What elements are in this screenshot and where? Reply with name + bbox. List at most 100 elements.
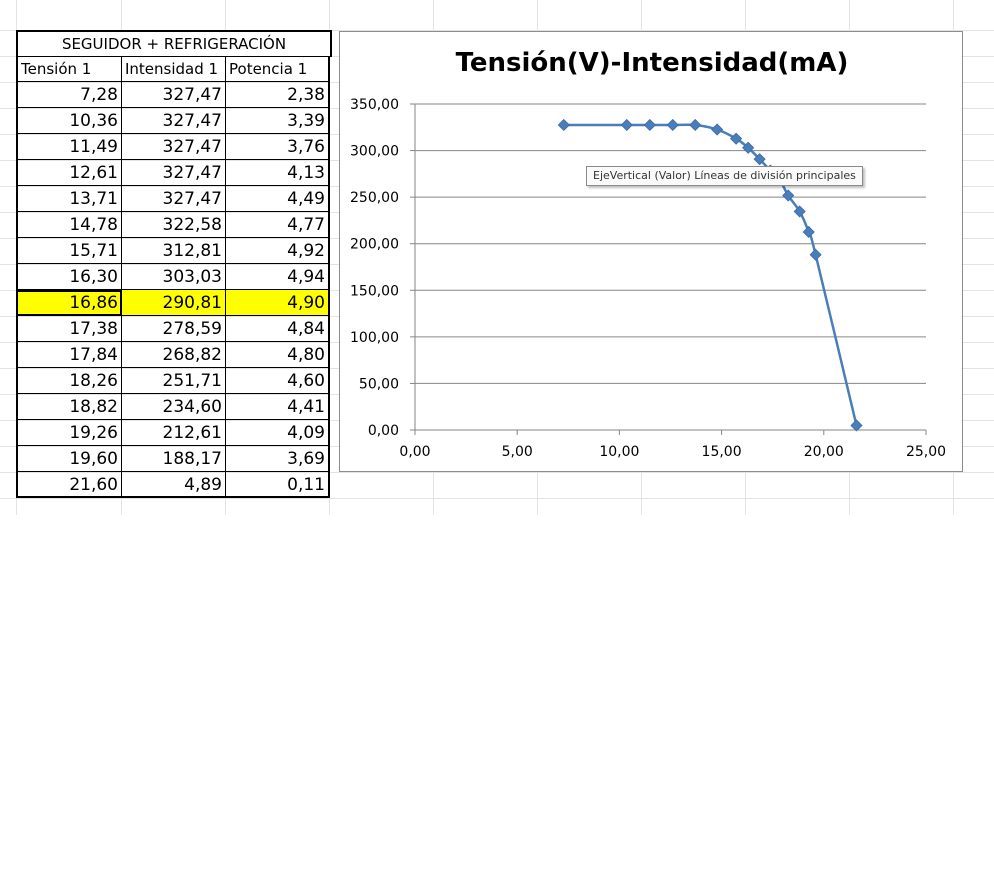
potencia-cell[interactable]: 4,92 — [226, 238, 330, 264]
y-tick-label: 250,00 — [350, 190, 399, 206]
data-point — [742, 141, 755, 154]
tension-cell[interactable]: 14,78 — [16, 212, 122, 238]
intensidad-cell[interactable]: 327,47 — [122, 134, 226, 160]
intensidad-cell[interactable]: 322,58 — [122, 212, 226, 238]
header-cell-intensidad[interactable]: Intensidad 1 — [122, 56, 226, 82]
header-cell-tension[interactable]: Tensión 1 — [16, 56, 122, 82]
potencia-cell[interactable]: 2,38 — [226, 82, 330, 108]
table-row: 16,30 303,03 4,94 — [16, 264, 330, 290]
y-tick-label: 100,00 — [350, 330, 399, 346]
x-tick-label: 10,00 — [599, 444, 639, 460]
x-tick-label: 5,00 — [502, 444, 533, 460]
table-row: 15,71 312,81 4,92 — [16, 238, 330, 264]
tension-cell[interactable]: 17,84 — [16, 342, 122, 368]
intensidad-cell[interactable]: 312,81 — [122, 238, 226, 264]
intensidad-cell[interactable]: 4,89 — [122, 472, 226, 498]
potencia-cell[interactable]: 4,84 — [226, 316, 330, 342]
tension-cell[interactable]: 16,30 — [16, 264, 122, 290]
intensidad-cell[interactable]: 303,03 — [122, 264, 226, 290]
intensidad-cell[interactable]: 327,47 — [122, 82, 226, 108]
y-tick-label: 300,00 — [350, 144, 399, 160]
potencia-cell[interactable]: 4,77 — [226, 212, 330, 238]
x-tick-label: 20,00 — [804, 444, 844, 460]
chart-tooltip: EjeVertical (Valor) Líneas de división p… — [586, 166, 863, 186]
intensidad-cell[interactable]: 327,47 — [122, 108, 226, 134]
data-point — [782, 189, 795, 202]
intensidad-cell[interactable]: 251,71 — [122, 368, 226, 394]
y-tick-label: 200,00 — [350, 237, 399, 253]
intensidad-cell[interactable]: 327,47 — [122, 186, 226, 212]
potencia-cell[interactable]: 3,39 — [226, 108, 330, 134]
potencia-cell[interactable]: 4,94 — [226, 264, 330, 290]
table-header-row: Tensión 1 Intensidad 1 Potencia 1 — [16, 56, 330, 82]
chart-title[interactable]: Tensión(V)-Intensidad(mA) — [455, 48, 849, 78]
data-point — [809, 248, 822, 261]
sheet-row-line — [0, 498, 994, 499]
potencia-cell[interactable]: 4,09 — [226, 420, 330, 446]
data-point — [643, 118, 656, 132]
x-tick-label: 0,00 — [399, 444, 430, 460]
y-tick-label: 0,00 — [368, 423, 399, 439]
table-row: 17,84 268,82 4,80 — [16, 342, 330, 368]
intensidad-cell[interactable]: 278,59 — [122, 316, 226, 342]
potencia-cell[interactable]: 4,60 — [226, 368, 330, 394]
potencia-cell[interactable]: 0,11 — [226, 472, 330, 498]
intensidad-cell[interactable]: 268,82 — [122, 342, 226, 368]
tension-cell[interactable]: 16,86 — [16, 290, 122, 316]
y-tick-label: 50,00 — [359, 376, 399, 392]
intensidad-cell[interactable]: 212,61 — [122, 420, 226, 446]
data-point — [711, 123, 724, 136]
x-tick-label: 25,00 — [906, 444, 946, 460]
tension-cell[interactable]: 19,26 — [16, 420, 122, 446]
data-point — [620, 118, 633, 132]
potencia-cell[interactable]: 4,49 — [226, 186, 330, 212]
header-cell-potencia[interactable]: Potencia 1 — [226, 56, 330, 82]
tension-cell[interactable]: 10,36 — [16, 108, 122, 134]
tension-cell[interactable]: 21,60 — [16, 472, 122, 498]
table-row: 11,49 327,47 3,76 — [16, 134, 330, 160]
data-point — [850, 419, 863, 432]
tension-cell[interactable]: 18,82 — [16, 394, 122, 420]
table-row: 18,26 251,71 4,60 — [16, 368, 330, 394]
table-row: 18,82 234,60 4,41 — [16, 394, 330, 420]
chart-plot[interactable]: 0,00 50,00 100,00 150,00 200,00 250,00 300,00 3… — [340, 32, 964, 473]
potencia-cell[interactable]: 4,13 — [226, 160, 330, 186]
table-row: 10,36 327,47 3,39 — [16, 108, 330, 134]
table-row: 12,61 327,47 4,13 — [16, 160, 330, 186]
tension-cell[interactable]: 18,26 — [16, 368, 122, 394]
tension-cell[interactable]: 11,49 — [16, 134, 122, 160]
data-point — [802, 225, 815, 239]
table-title-cell[interactable]: SEGUIDOR + REFRIGERACIÓN — [16, 30, 332, 57]
table-row: 14,78 322,58 4,77 — [16, 212, 330, 238]
tension-cell[interactable]: 15,71 — [16, 238, 122, 264]
table-row: 17,38 278,59 4,84 — [16, 316, 330, 342]
tension-cell[interactable]: 19,60 — [16, 446, 122, 472]
potencia-cell[interactable]: 3,76 — [226, 134, 330, 160]
data-point — [730, 132, 743, 145]
table-row: 7,28 327,47 2,38 — [16, 82, 330, 108]
data-point — [666, 118, 679, 132]
potencia-cell[interactable]: 4,80 — [226, 342, 330, 368]
potencia-cell[interactable]: 4,90 — [226, 290, 330, 316]
tension-cell[interactable]: 12,61 — [16, 160, 122, 186]
intensidad-cell[interactable]: 234,60 — [122, 394, 226, 420]
table-row: 19,26 212,61 4,09 — [16, 420, 330, 446]
potencia-cell[interactable]: 3,69 — [226, 446, 330, 472]
table-row: 16,86 290,81 4,90 — [16, 290, 330, 316]
table-row: 21,60 4,89 0,11 — [16, 472, 330, 498]
table-row: 13,71 327,47 4,49 — [16, 186, 330, 212]
potencia-cell[interactable]: 4,41 — [226, 394, 330, 420]
intensidad-cell[interactable]: 188,17 — [122, 446, 226, 472]
data-point — [793, 205, 806, 218]
x-tick-label: 15,00 — [702, 444, 742, 460]
intensidad-cell[interactable]: 327,47 — [122, 160, 226, 186]
tension-cell[interactable]: 7,28 — [16, 82, 122, 108]
tension-cell[interactable]: 17,38 — [16, 316, 122, 342]
y-tick-label: 150,00 — [350, 283, 399, 299]
data-point — [753, 153, 766, 166]
sheet-row-line — [0, 30, 994, 31]
data-point — [557, 118, 570, 132]
tension-cell[interactable]: 13,71 — [16, 186, 122, 212]
intensidad-cell[interactable]: 290,81 — [122, 290, 226, 316]
chart-area[interactable]: Tensión(V)-Intensidad(mA) 0,00 50,00 100,0… — [339, 31, 963, 472]
